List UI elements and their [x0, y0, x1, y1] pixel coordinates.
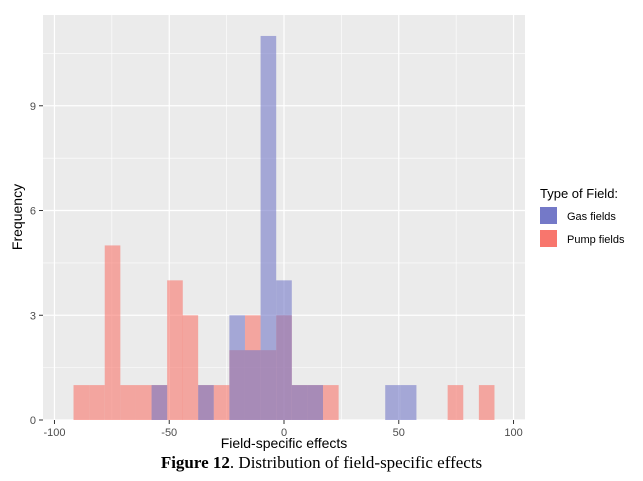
bar-gas-fields — [229, 315, 245, 420]
bar-pump-fields — [182, 315, 199, 420]
figure-caption: Figure 12. Distribution of field-specifi… — [0, 453, 643, 473]
axis-ticks: -100 -50 0 50 100 0 3 6 9 — [30, 101, 523, 439]
x-tick-label: -50 — [161, 427, 177, 439]
x-tick-label: 0 — [281, 427, 287, 439]
legend-key-pump-fields — [540, 230, 557, 247]
bar-pump-fields — [167, 280, 183, 420]
legend-label-pump-fields: Pump fields — [567, 234, 625, 246]
legend-title: Type of Field: — [540, 186, 618, 201]
legend: Type of Field: Gas fields Pump fields — [540, 186, 625, 247]
figure-label: Figure 12 — [160, 453, 230, 472]
legend-key-gas-fields — [540, 207, 557, 224]
bar-gas-fields — [276, 280, 292, 420]
bar-pump-fields — [447, 385, 464, 420]
legend-label-gas-fields: Gas fields — [567, 211, 616, 223]
bar-pump-fields — [323, 385, 339, 420]
bar-pump-fields — [135, 385, 152, 420]
y-axis-title: Frequency — [9, 184, 25, 250]
y-tick-label: 0 — [30, 415, 36, 427]
x-tick-label: 50 — [393, 427, 405, 439]
bar-gas-fields — [151, 385, 168, 420]
bar-gas-fields — [291, 385, 308, 420]
bar-gas-fields — [400, 385, 417, 420]
y-tick-label: 9 — [30, 101, 36, 113]
bar-pump-fields — [104, 245, 121, 420]
bar-gas-fields — [198, 385, 214, 420]
x-axis-title: Field-specific effects — [221, 435, 348, 451]
histogram-bars — [73, 35, 495, 421]
bar-pump-fields — [120, 385, 136, 420]
y-tick-label: 6 — [30, 206, 36, 218]
figure-caption-text: . Distribution of field-specific effects — [229, 453, 483, 472]
bar-pump-fields — [89, 385, 105, 420]
bar-gas-fields — [260, 35, 277, 421]
bar-pump-fields — [73, 385, 90, 420]
x-tick-label: 100 — [504, 427, 522, 439]
bar-gas-fields — [385, 385, 401, 420]
x-tick-label: -100 — [43, 427, 65, 439]
y-tick-label: 3 — [30, 310, 36, 322]
bar-pump-fields — [478, 385, 495, 420]
bar-gas-fields — [244, 350, 261, 420]
bar-gas-fields — [307, 385, 324, 420]
bar-pump-fields — [213, 385, 230, 420]
